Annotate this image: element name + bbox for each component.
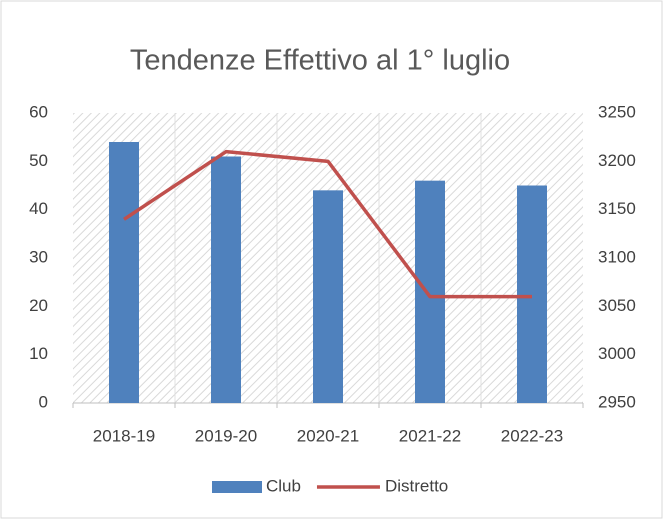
- y-tick-label: 60: [29, 102, 48, 121]
- x-tick-label: 2019-20: [195, 426, 257, 445]
- bar: [313, 190, 343, 403]
- y2-tick-label: 3000: [598, 344, 636, 363]
- legend-label: Distretto: [385, 476, 448, 495]
- legend-label: Club: [266, 476, 301, 495]
- y-tick-label: 20: [29, 296, 48, 315]
- x-tick-label: 2022-23: [501, 426, 563, 445]
- y2-tick-label: 3200: [598, 151, 636, 170]
- x-tick-label: 2018-19: [93, 426, 155, 445]
- y-tick-label: 10: [29, 344, 48, 363]
- y-tick-label: 50: [29, 151, 48, 170]
- chart-title: Tendenze Effettivo al 1° luglio: [130, 45, 510, 77]
- y-tick-label: 30: [29, 247, 48, 266]
- legend-swatch: [212, 481, 262, 493]
- y2-tick-label: 3250: [598, 102, 636, 121]
- y-tick-label: 40: [29, 199, 48, 218]
- bar: [517, 185, 547, 403]
- y2-tick-label: 3050: [598, 296, 636, 315]
- y2-tick-label: 3100: [598, 247, 636, 266]
- bar: [211, 156, 241, 403]
- bar: [415, 180, 445, 403]
- y2-tick-label: 3150: [598, 199, 636, 218]
- y2-tick-label: 2950: [598, 392, 636, 411]
- line-series: [123, 149, 532, 299]
- x-tick-label: 2021-22: [399, 426, 461, 445]
- y-tick-label: 0: [39, 392, 48, 411]
- bar: [109, 142, 139, 403]
- x-tick-label: 2020-21: [297, 426, 359, 445]
